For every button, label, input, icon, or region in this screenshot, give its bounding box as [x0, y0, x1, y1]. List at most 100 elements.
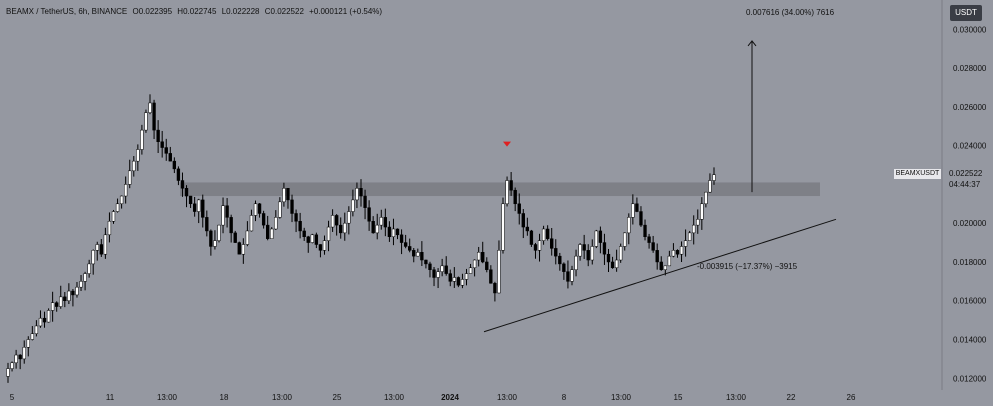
candle [485, 261, 489, 270]
candle [558, 255, 562, 265]
currency-badge[interactable]: USDT [950, 5, 982, 21]
drop-measure-label: -0.003915 (−17.37%) −3915 [697, 262, 798, 271]
candle [493, 283, 497, 294]
candle [700, 203, 704, 220]
candle [294, 213, 298, 222]
candle [602, 242, 607, 255]
candle [30, 333, 35, 340]
candle [509, 180, 513, 191]
candle [533, 244, 538, 251]
candle [140, 129, 144, 150]
candle [115, 203, 120, 212]
candle [371, 220, 375, 234]
candle [452, 277, 456, 282]
candle [233, 232, 237, 243]
candle [22, 347, 26, 360]
candle [594, 230, 599, 247]
y-tick-label: 0.016000 [953, 297, 987, 306]
candle [107, 220, 112, 236]
candle [586, 250, 590, 261]
candle [156, 129, 160, 142]
y-tick-label: 0.012000 [953, 374, 987, 383]
candle [631, 203, 635, 218]
candle [241, 244, 246, 255]
candle [67, 290, 71, 301]
candle [574, 255, 578, 270]
candle [566, 271, 570, 282]
candle [42, 317, 47, 323]
candle [428, 263, 432, 270]
candle [367, 207, 371, 222]
candle [363, 195, 367, 208]
x-tick-label: 13:00 [157, 393, 178, 402]
candle [647, 236, 651, 243]
candle [343, 222, 347, 234]
candle [464, 273, 469, 280]
candle [606, 253, 611, 263]
candle [347, 211, 351, 224]
candle [440, 265, 444, 272]
candle [659, 261, 663, 270]
candle [71, 290, 75, 296]
candle [412, 250, 416, 257]
candle [119, 195, 124, 205]
candle [554, 248, 558, 257]
candle [136, 149, 140, 162]
candle [282, 188, 286, 203]
candle [704, 191, 708, 205]
candle [249, 215, 254, 232]
pair-label[interactable]: BEAMX / TetherUS, 6h, BINANCE [6, 7, 128, 16]
bar-countdown: 04:44:37 [949, 180, 981, 189]
candle [562, 263, 566, 272]
candle [610, 261, 615, 269]
candle [46, 310, 51, 323]
candle [619, 246, 623, 261]
candle [545, 228, 550, 239]
candle [192, 203, 197, 212]
x-axis: 5 11 13:00 18 13:00 25 13:00 2024 13:00 8 13:00 15 1… [10, 393, 856, 402]
candle [501, 203, 505, 251]
candle [326, 226, 331, 241]
y-axis: 0.030000 0.028000 0.026000 0.024000 0.020000… [953, 25, 987, 383]
candle [537, 240, 542, 251]
candle [306, 236, 310, 243]
red-triangle-marker [503, 141, 511, 147]
candle [6, 368, 10, 377]
candle [103, 234, 108, 255]
candle [261, 213, 266, 226]
candle [237, 242, 241, 255]
candle [87, 263, 91, 274]
candle [318, 244, 323, 251]
candle [448, 273, 452, 282]
candle [663, 265, 667, 270]
candle [18, 354, 22, 360]
candle [180, 180, 185, 189]
candle [83, 273, 87, 282]
candle [148, 102, 152, 113]
candle [408, 246, 412, 251]
candle [188, 195, 193, 205]
candle [687, 232, 692, 241]
candle [111, 211, 116, 222]
x-tick-label: 26 [847, 393, 856, 402]
candle [525, 226, 530, 232]
candle [278, 201, 282, 218]
candle [671, 250, 676, 257]
candle [26, 339, 30, 348]
candle [339, 224, 343, 234]
target-measure-label: 0.007616 (34.00%) 7616 [746, 8, 835, 17]
symbol-price-tag: BEAMXUSDT [894, 169, 941, 179]
x-tick-label: 25 [333, 393, 342, 402]
high-value: H0.022745 [177, 7, 217, 16]
candle [266, 224, 270, 239]
candle [598, 230, 603, 243]
candle [123, 184, 128, 197]
candle [152, 102, 156, 131]
x-tick-label: 5 [10, 393, 15, 402]
candle [290, 199, 294, 214]
candle [460, 279, 465, 286]
candle [456, 277, 461, 286]
candle [627, 217, 631, 234]
candle [274, 217, 278, 230]
